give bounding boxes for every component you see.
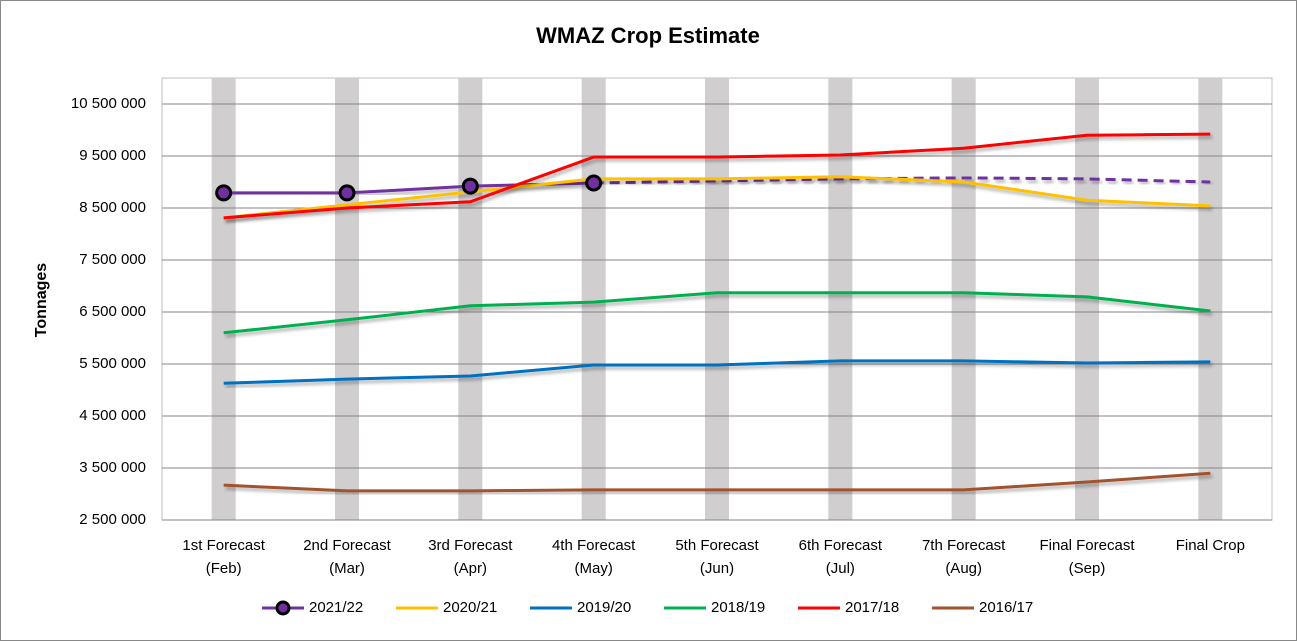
category-band <box>705 78 729 520</box>
category-band <box>951 78 976 520</box>
x-tick-label: Final Crop <box>1176 537 1245 554</box>
marker <box>338 184 356 202</box>
category-band <box>828 78 853 520</box>
x-tick-label: 5th Forecast <box>675 537 759 554</box>
category-band <box>581 78 606 520</box>
x-tick-label: (Jun) <box>700 560 734 577</box>
category-band <box>458 78 483 520</box>
category-band <box>211 78 236 520</box>
y-axis-label: Tonnages <box>33 263 50 337</box>
x-tick-label: (Mar) <box>329 560 365 577</box>
category-band <box>1198 78 1223 520</box>
series-line <box>223 359 1211 385</box>
x-tick-label: (Apr) <box>454 560 487 577</box>
x-tick-label: (Jul) <box>826 560 855 577</box>
y-tick-label: 2 500 000 <box>79 511 146 528</box>
x-tick-label: (Aug) <box>945 560 982 577</box>
x-tick-label: 4th Forecast <box>552 537 636 554</box>
x-tick-label: Final Forecast <box>1039 537 1135 554</box>
legend-label: 2016/17 <box>979 599 1033 616</box>
series-line <box>223 471 1211 493</box>
legend-label: 2019/20 <box>577 599 631 616</box>
marker <box>585 174 603 192</box>
x-tick-label: 3rd Forecast <box>428 537 513 554</box>
x-tick-label: (May) <box>575 560 613 577</box>
y-tick-label: 4 500 000 <box>79 407 146 424</box>
y-tick-label: 7 500 000 <box>79 251 146 268</box>
marker <box>215 184 233 202</box>
legend-label: 2021/22 <box>309 599 363 616</box>
x-tick-label: (Feb) <box>206 560 242 577</box>
legend-marker <box>275 600 291 616</box>
x-tick-label: 2nd Forecast <box>303 537 391 554</box>
y-tick-label: 6 500 000 <box>79 303 146 320</box>
category-band <box>335 78 359 520</box>
x-tick-label: 1st Forecast <box>182 537 265 554</box>
legend-label: 2020/21 <box>443 599 497 616</box>
legend-label: 2018/19 <box>711 599 765 616</box>
marker <box>461 177 479 195</box>
series-line <box>223 291 1211 335</box>
x-tick-label: 6th Forecast <box>799 537 883 554</box>
series-line <box>223 175 1211 220</box>
y-tick-label: 3 500 000 <box>79 459 146 476</box>
chart-title: WMAZ Crop Estimate <box>536 23 760 48</box>
series-line <box>223 132 1211 220</box>
y-tick-label: 5 500 000 <box>79 355 146 372</box>
x-tick-label: (Sep) <box>1069 560 1106 577</box>
y-tick-label: 8 500 000 <box>79 199 146 216</box>
x-tick-label: 7th Forecast <box>922 537 1006 554</box>
y-tick-label: 9 500 000 <box>79 147 146 164</box>
legend-label: 2017/18 <box>845 599 899 616</box>
y-tick-label: 10 500 000 <box>71 95 146 112</box>
